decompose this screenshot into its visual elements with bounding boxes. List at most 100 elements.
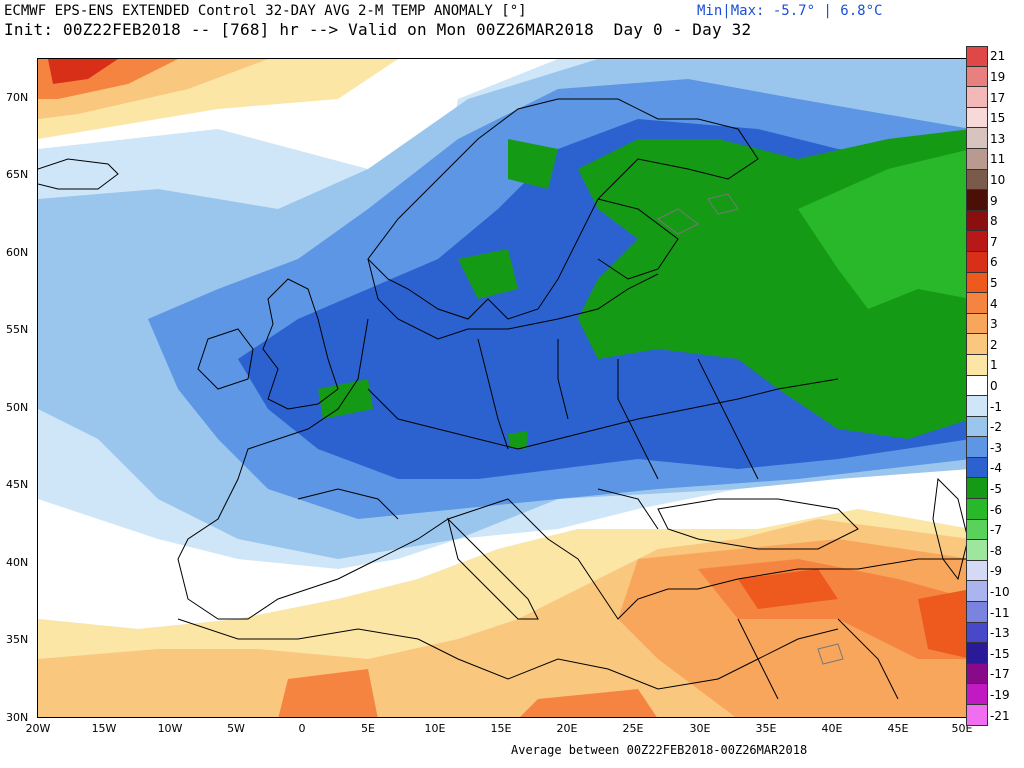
- color-scale-swatch: [966, 396, 988, 417]
- lat-label-70n: 70N: [6, 91, 29, 104]
- color-scale-label: -4: [990, 461, 1002, 476]
- lat-label-35n: 35N: [6, 633, 29, 646]
- color-scale-swatch: [966, 334, 988, 355]
- color-scale-label: 7: [990, 234, 998, 249]
- color-scale-legend: [966, 46, 988, 726]
- lat-label-50n: 50N: [6, 401, 29, 414]
- chart-title: ECMWF EPS-ENS EXTENDED Control 32-DAY AV…: [4, 3, 527, 19]
- color-scale-label: -6: [990, 502, 1002, 517]
- color-scale-swatch: [966, 499, 988, 520]
- lon-label-10w: 10W: [157, 722, 183, 735]
- color-scale-label: 8: [990, 214, 998, 229]
- average-period-text: Average between 00Z22FEB2018-00Z26MAR201…: [511, 743, 808, 757]
- warm-core-libya: [520, 689, 657, 717]
- lon-label-30e: 30E: [689, 722, 711, 735]
- color-scale-label: -2: [990, 420, 1002, 435]
- lon-label-40e: 40E: [821, 722, 843, 735]
- lat-label-30n: 30N: [6, 711, 29, 724]
- anomaly-map: [37, 58, 970, 718]
- color-scale-label: 17: [990, 90, 1006, 105]
- color-scale-label: -10: [990, 584, 1010, 599]
- lakes: [657, 193, 844, 665]
- lat-label-45n: 45N: [6, 478, 29, 491]
- color-scale-swatch: [966, 272, 988, 294]
- coast-scandinavia: [367, 98, 759, 320]
- color-scale-label: -8: [990, 543, 1002, 558]
- lake-onega: [707, 193, 739, 215]
- color-scale-swatch: [966, 457, 988, 479]
- color-scale-swatch: [966, 148, 988, 170]
- lon-label-20e: 20E: [556, 722, 578, 735]
- color-scale-label: -17: [990, 667, 1010, 682]
- color-scale-swatch: [966, 622, 988, 644]
- color-scale-label: -15: [990, 646, 1010, 661]
- color-scale-label: 21: [990, 49, 1006, 64]
- color-scale-swatch: [966, 540, 988, 561]
- coast-black-sea: [657, 498, 859, 550]
- color-scale-swatch: [966, 190, 988, 211]
- color-scale-swatch: [966, 251, 988, 273]
- lon-label-0: 0: [298, 722, 306, 735]
- init-valid-line: Init: 00Z22FEB2018 -- [768] hr --> Valid…: [4, 20, 752, 39]
- coastlines: [38, 98, 969, 700]
- neutral-band-south: [38, 469, 969, 629]
- lon-label-5w: 5W: [227, 722, 245, 735]
- coast-ireland: [197, 328, 254, 390]
- lat-label-60n: 60N: [6, 246, 29, 259]
- color-scale-swatch: [966, 128, 988, 149]
- cold-patch-norway: [508, 139, 558, 189]
- country-borders: [297, 338, 899, 700]
- warm-core-nw: [48, 59, 118, 84]
- lon-label-15e: 15E: [490, 722, 512, 735]
- color-scale-label: 3: [990, 317, 998, 332]
- min-max-readout: Min|Max: -5.7° | 6.8°C: [697, 3, 883, 19]
- color-scale-label: 19: [990, 69, 1006, 84]
- lake-ladoga: [657, 208, 699, 235]
- coast-north-africa: [177, 618, 839, 690]
- color-scale-swatch: [966, 169, 988, 191]
- color-scale-label: -11: [990, 605, 1010, 620]
- color-scale-label: -3: [990, 440, 1002, 455]
- color-scale-label: -7: [990, 523, 1002, 538]
- color-scale-label: -5: [990, 481, 1002, 496]
- color-scale-label: -21: [990, 708, 1010, 723]
- color-scale-label: 5: [990, 275, 998, 290]
- color-scale-label: -19: [990, 687, 1010, 702]
- lon-label-5e: 5E: [361, 722, 375, 735]
- color-scale-label: 6: [990, 255, 998, 270]
- color-scale-swatch: [966, 107, 988, 129]
- coast-italy: [447, 517, 539, 620]
- color-scale-swatch: [966, 643, 988, 664]
- color-scale-swatch: [966, 46, 988, 67]
- color-scale-label: 15: [990, 111, 1006, 126]
- warm-core-turkey: [738, 569, 838, 609]
- color-scale-swatch: [966, 581, 988, 603]
- lat-label-40n: 40N: [6, 556, 29, 569]
- color-scale-swatch: [966, 293, 988, 314]
- color-scale-swatch: [966, 560, 988, 582]
- cold-patch-alps: [508, 431, 528, 449]
- color-scale-swatch: [966, 354, 988, 376]
- lon-label-10e: 10E: [424, 722, 446, 735]
- color-scale-swatch: [966, 66, 988, 88]
- lon-label-45e: 45E: [887, 722, 909, 735]
- lon-label-20w: 20W: [25, 722, 51, 735]
- coast-caspian: [932, 477, 969, 581]
- color-scale-label: 10: [990, 172, 1006, 187]
- anomaly-map-canvas: [38, 59, 969, 717]
- color-scale-label: 1: [990, 358, 998, 373]
- color-scale-label: -13: [990, 626, 1010, 641]
- lake-van: [817, 643, 844, 665]
- coast-continent: [177, 258, 969, 620]
- color-scale-swatch: [966, 437, 988, 458]
- color-scale-swatch: [966, 375, 988, 397]
- color-scale-swatch: [966, 416, 988, 438]
- coast-iceland: [38, 158, 119, 190]
- color-scale-label: 9: [990, 193, 998, 208]
- lon-label-25e: 25E: [622, 722, 644, 735]
- coast-great-britain: [262, 278, 339, 410]
- color-scale-swatch: [966, 519, 988, 541]
- lon-label-35e: 35E: [755, 722, 777, 735]
- lat-label-65n: 65N: [6, 168, 29, 181]
- color-scale-label: 11: [990, 152, 1006, 167]
